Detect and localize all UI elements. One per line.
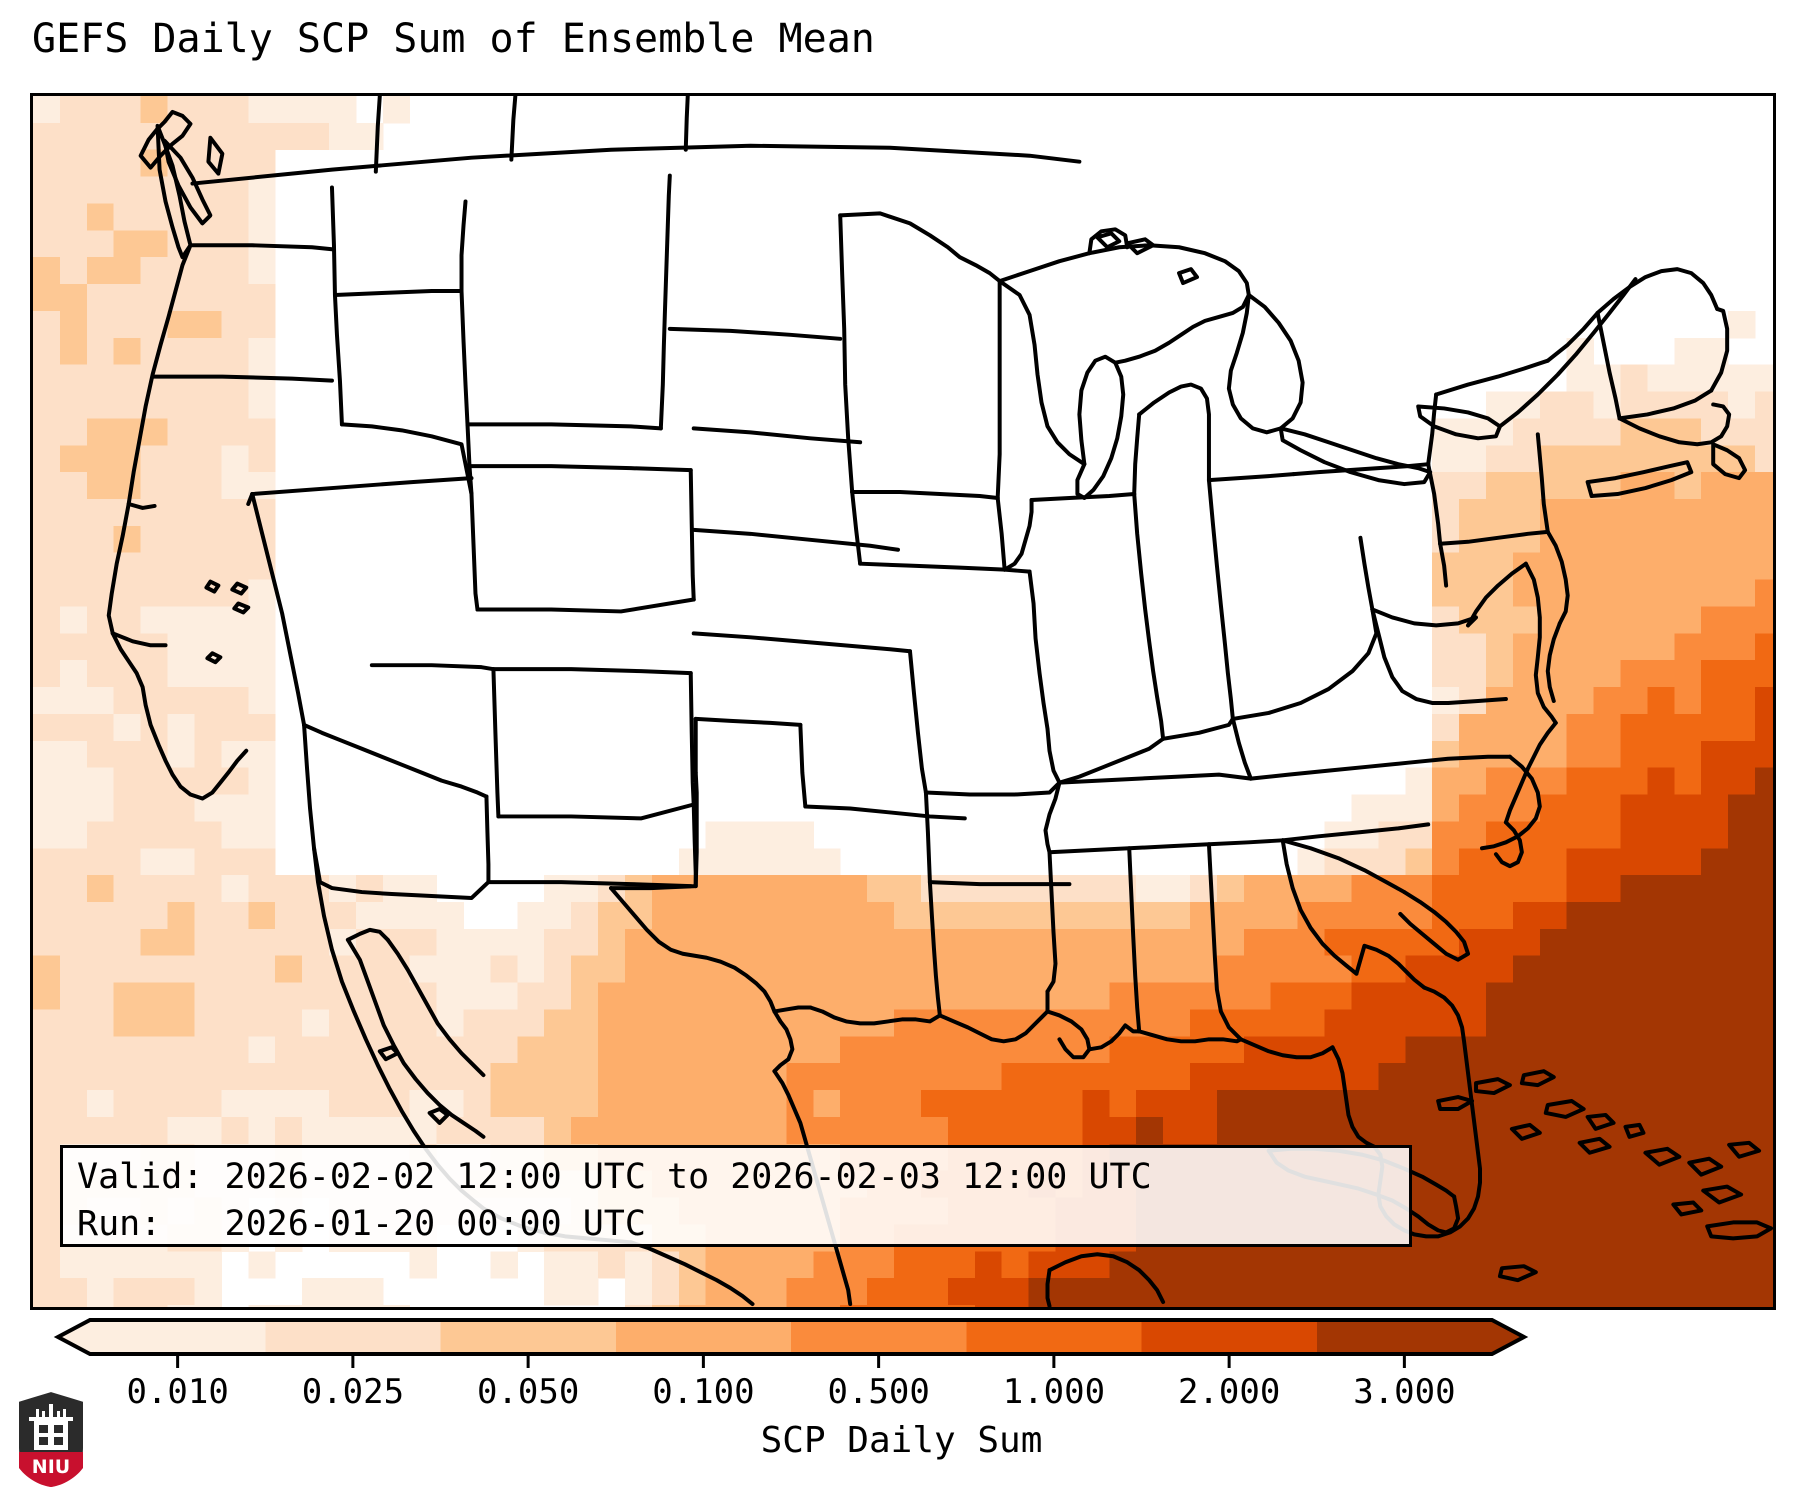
colorbar [0,1314,1803,1374]
colorbar-tick-label: 0.025 [301,1372,405,1412]
colorbar-axis-label: SCP Daily Sum [760,1420,1043,1461]
colorbar-tick-label: 0.050 [476,1372,580,1412]
colorbar-tick-label: 0.100 [652,1372,755,1412]
colorbar-tick-label: 2.000 [1177,1372,1281,1412]
annotation-box: Valid: 2026-02-02 12:00 UTC to 2026-02-0… [60,1145,1412,1247]
map-frame [30,93,1776,1310]
colorbar-tick-label: 0.010 [126,1372,229,1412]
page-title: GEFS Daily SCP Sum of Ensemble Mean [32,16,875,62]
run-time-text: Run: 2026-01-20 00:00 UTC [77,1204,646,1244]
niu-logo: NIU [17,1390,85,1488]
valid-time-text: Valid: 2026-02-02 12:00 UTC to 2026-02-0… [77,1157,1152,1197]
niu-logo-text: NIU [32,1456,70,1478]
colorbar-tick-label: 3.000 [1353,1372,1456,1412]
colorbar-svg [53,1318,1529,1368]
colorbar-tick-label: 0.500 [827,1372,930,1412]
geography-layer [106,96,1773,1307]
colorbar-tick-label: 1.000 [1002,1372,1106,1412]
